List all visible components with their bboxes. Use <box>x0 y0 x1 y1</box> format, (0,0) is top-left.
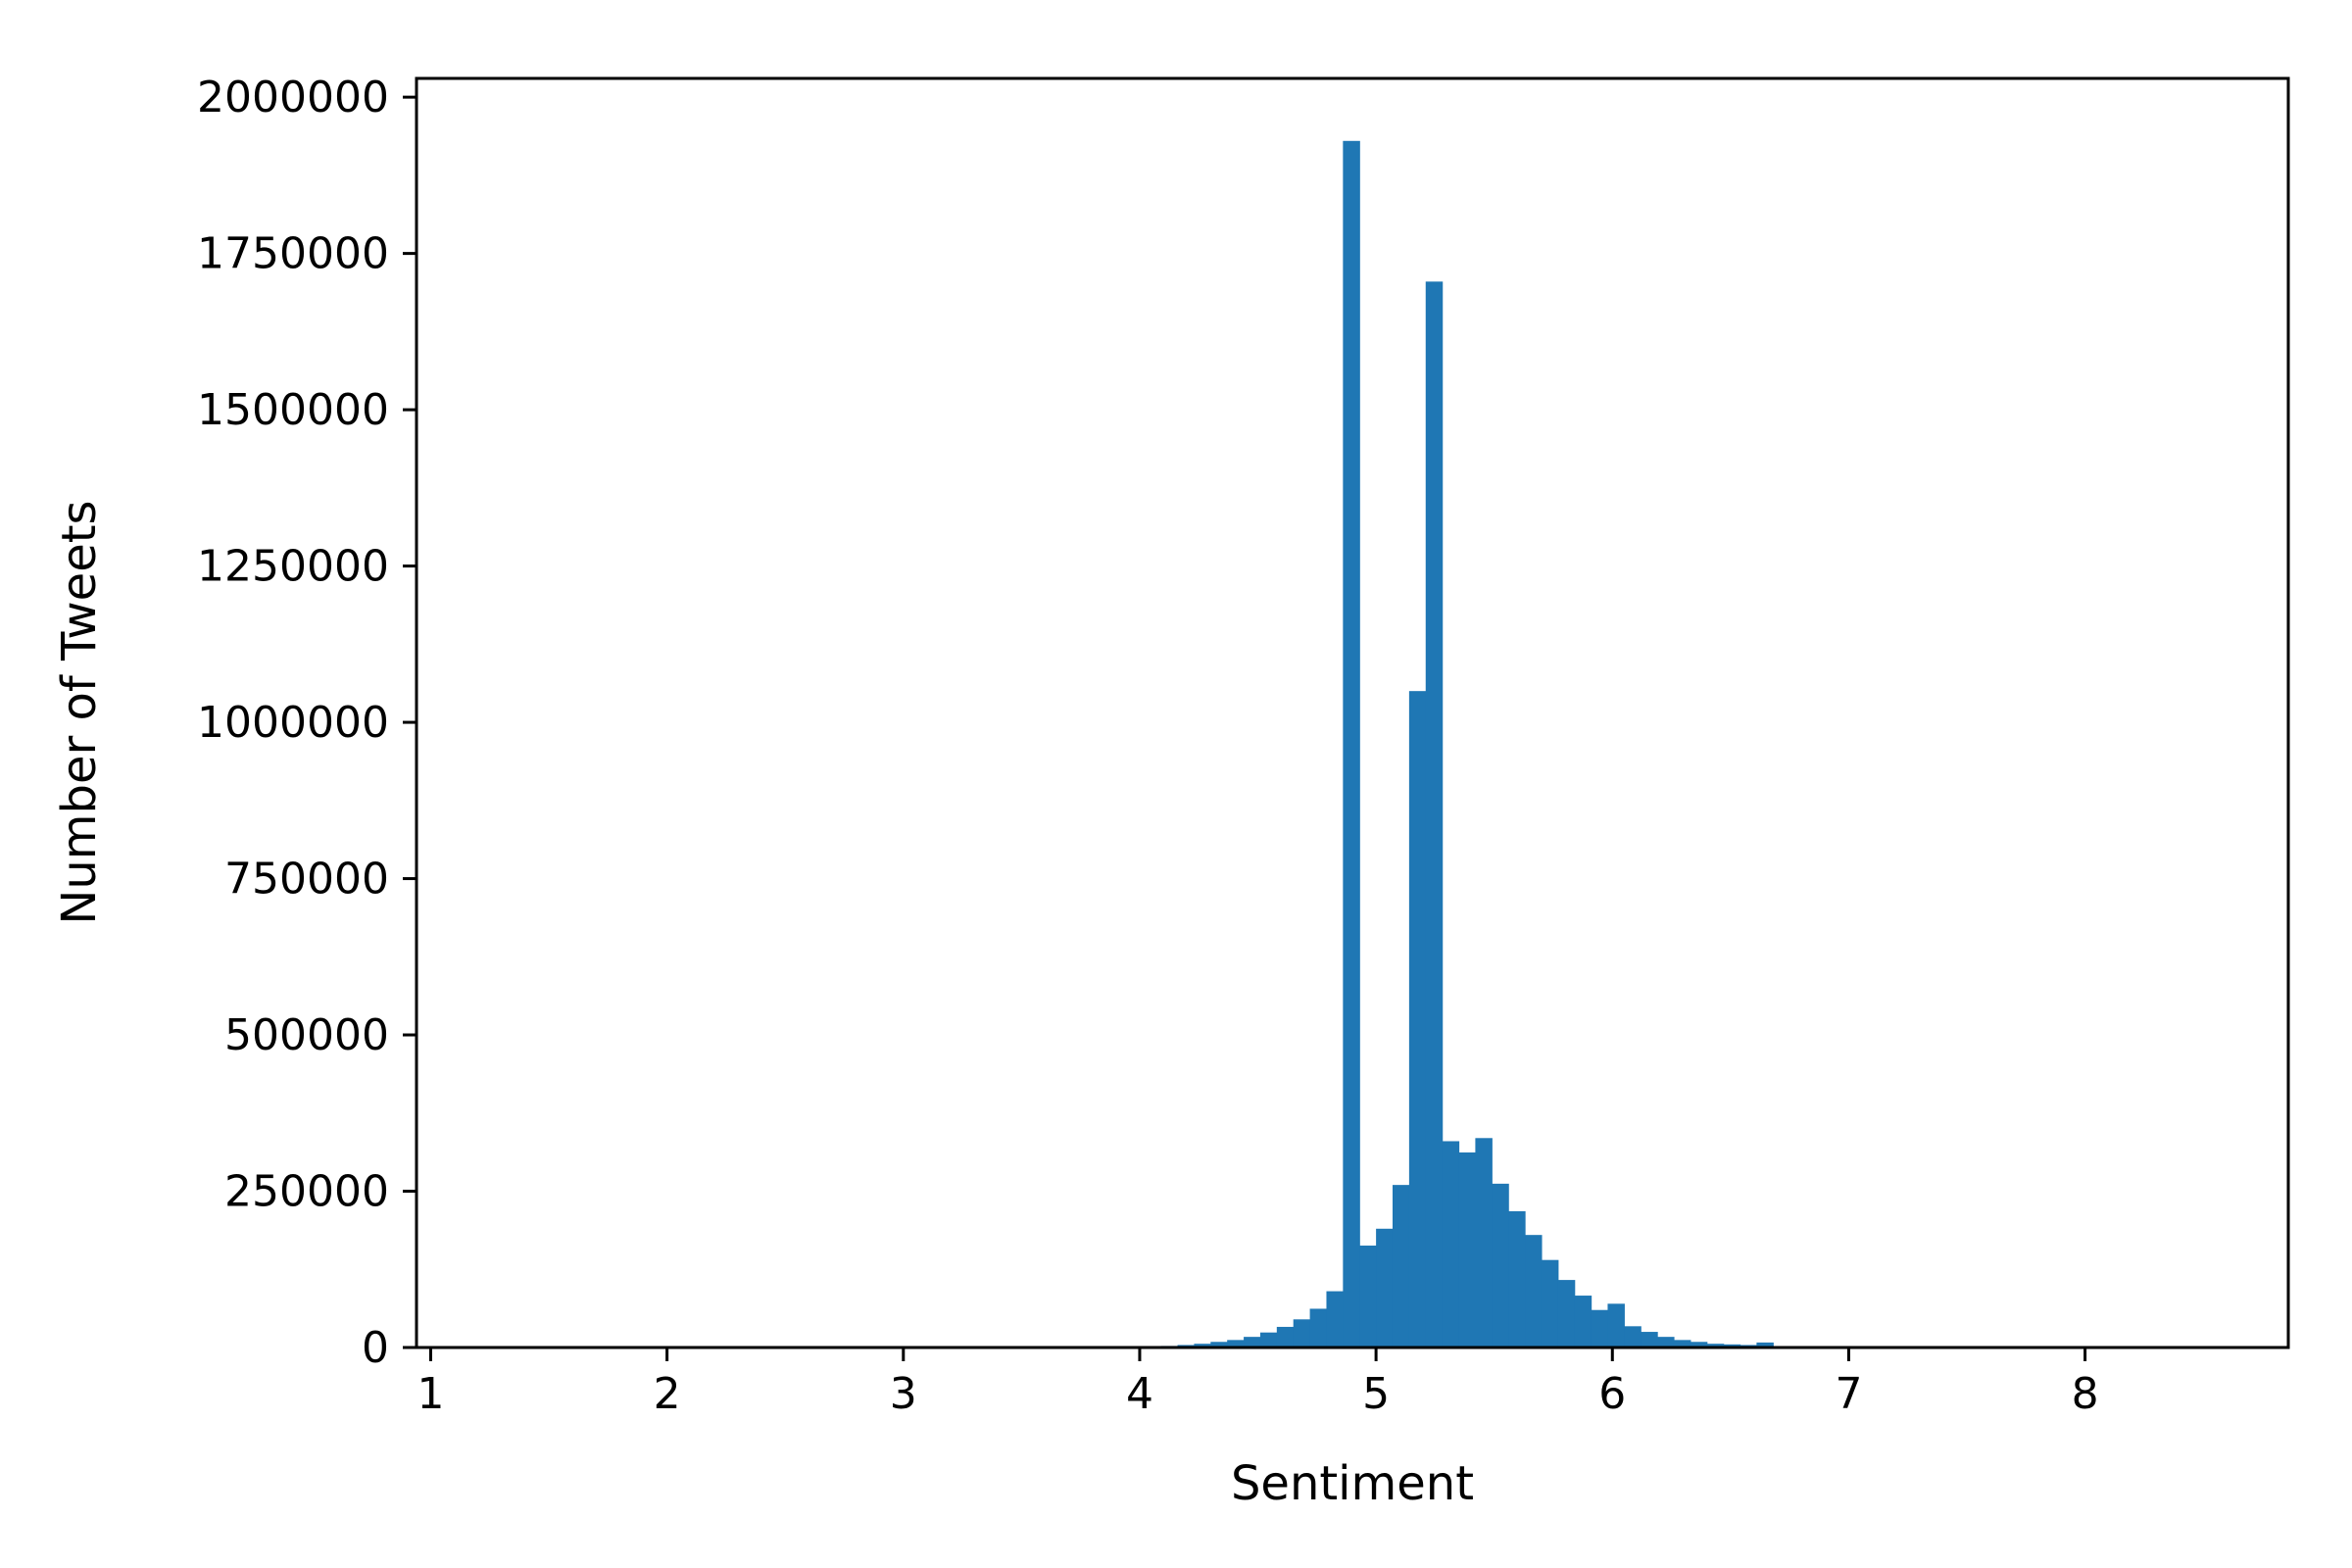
y-tick-label: 0 <box>362 1323 389 1373</box>
x-tick-label: 8 <box>2072 1369 2099 1419</box>
histogram-bar <box>1326 1291 1344 1348</box>
histogram-bar <box>1276 1326 1295 1348</box>
histogram-bar <box>1194 1344 1211 1348</box>
histogram-bar <box>1408 691 1427 1348</box>
histogram-bar <box>1525 1235 1543 1348</box>
histogram-bar <box>1309 1308 1328 1348</box>
histogram-bar <box>1624 1326 1642 1348</box>
x-axis-label: Sentiment <box>1231 1456 1474 1511</box>
histogram-bar <box>1657 1337 1675 1348</box>
histogram-bar <box>1492 1183 1509 1348</box>
histogram-bar <box>1293 1319 1311 1348</box>
histogram-bar <box>1723 1344 1741 1348</box>
y-tick-label: 750000 <box>224 855 389 905</box>
histogram-bar <box>1442 1141 1460 1348</box>
histogram-bar <box>1574 1296 1592 1348</box>
x-tick-label: 3 <box>890 1369 917 1419</box>
y-tick-label: 1000000 <box>197 698 389 748</box>
histogram-bar <box>1359 1246 1377 1348</box>
histogram-bar <box>1475 1138 1493 1348</box>
histogram-bar <box>1259 1332 1278 1348</box>
histogram-bar <box>1557 1280 1576 1348</box>
histogram-bars <box>1144 140 1807 1348</box>
histogram-bar <box>1376 1228 1394 1348</box>
y-tick-label: 2000000 <box>197 73 389 122</box>
plot-frame <box>415 76 2290 1349</box>
x-tick-label: 7 <box>1835 1369 1862 1419</box>
histogram-bar <box>1210 1342 1228 1348</box>
y-axis: 0 250000 500000 750000 1000000 1250000 1500000… <box>197 73 416 1373</box>
y-tick-label: 500000 <box>224 1010 389 1060</box>
histogram-bar <box>1458 1152 1477 1348</box>
x-tick-label: 5 <box>1362 1369 1390 1419</box>
y-tick-label: 250000 <box>224 1167 389 1217</box>
histogram-bar <box>1343 140 1360 1348</box>
histogram-bar <box>1541 1259 1559 1348</box>
x-tick-label: 4 <box>1126 1369 1153 1419</box>
histogram-bar <box>1607 1303 1625 1348</box>
histogram-bar <box>1690 1342 1708 1348</box>
y-tick-label: 1250000 <box>197 542 389 592</box>
y-tick-label: 1750000 <box>197 229 389 279</box>
x-tick-label: 6 <box>1598 1369 1626 1419</box>
y-tick-label: 1500000 <box>197 385 389 435</box>
histogram-bar <box>1392 1185 1410 1348</box>
histogram-bar <box>1591 1309 1609 1348</box>
histogram-bar <box>1508 1210 1526 1348</box>
x-tick-label: 1 <box>416 1369 444 1419</box>
x-tick-label: 2 <box>654 1369 681 1419</box>
x-axis: 1 2 3 4 5 6 7 8 <box>416 1348 2099 1419</box>
y-axis-label: Number of Tweets <box>52 500 107 924</box>
histogram-bar <box>1756 1342 1774 1348</box>
histogram-bar <box>1706 1344 1725 1348</box>
histogram-bar <box>1227 1340 1245 1348</box>
histogram-bar <box>1673 1340 1691 1348</box>
histogram-bar <box>1244 1337 1261 1348</box>
histogram-bar <box>1641 1332 1658 1348</box>
histogram-bar <box>1425 281 1444 1348</box>
